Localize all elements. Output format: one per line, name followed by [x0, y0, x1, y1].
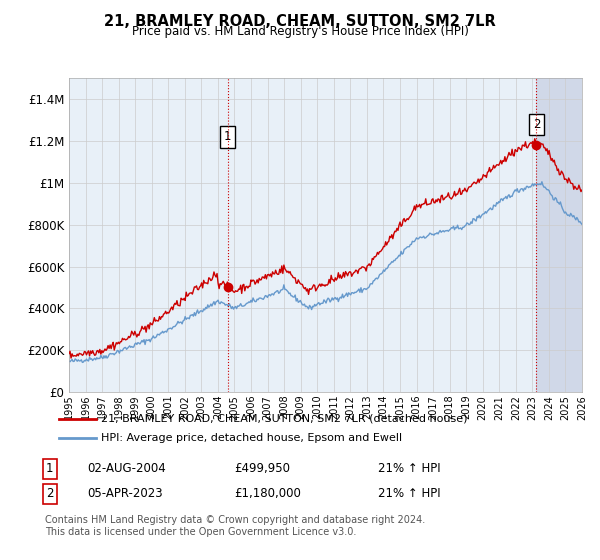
Text: HPI: Average price, detached house, Epsom and Ewell: HPI: Average price, detached house, Epso…	[101, 433, 402, 444]
Text: 21% ↑ HPI: 21% ↑ HPI	[378, 487, 440, 501]
Text: 02-AUG-2004: 02-AUG-2004	[87, 462, 166, 475]
Text: 21% ↑ HPI: 21% ↑ HPI	[378, 462, 440, 475]
Text: 2: 2	[46, 487, 53, 501]
Bar	[536, 78, 582, 392]
Text: This data is licensed under the Open Government Licence v3.0.: This data is licensed under the Open Gov…	[45, 527, 356, 537]
Text: Contains HM Land Registry data © Crown copyright and database right 2024.: Contains HM Land Registry data © Crown c…	[45, 515, 425, 525]
Text: 21, BRAMLEY ROAD, CHEAM, SUTTON, SM2 7LR (detached house): 21, BRAMLEY ROAD, CHEAM, SUTTON, SM2 7LR…	[101, 413, 467, 423]
Text: 1: 1	[46, 462, 53, 475]
Text: 2: 2	[533, 118, 540, 131]
Text: £1,180,000: £1,180,000	[234, 487, 301, 501]
Text: £499,950: £499,950	[234, 462, 290, 475]
Text: 21, BRAMLEY ROAD, CHEAM, SUTTON, SM2 7LR: 21, BRAMLEY ROAD, CHEAM, SUTTON, SM2 7LR	[104, 14, 496, 29]
Text: Price paid vs. HM Land Registry's House Price Index (HPI): Price paid vs. HM Land Registry's House …	[131, 25, 469, 38]
Text: 1: 1	[224, 130, 231, 143]
Text: 05-APR-2023: 05-APR-2023	[87, 487, 163, 501]
